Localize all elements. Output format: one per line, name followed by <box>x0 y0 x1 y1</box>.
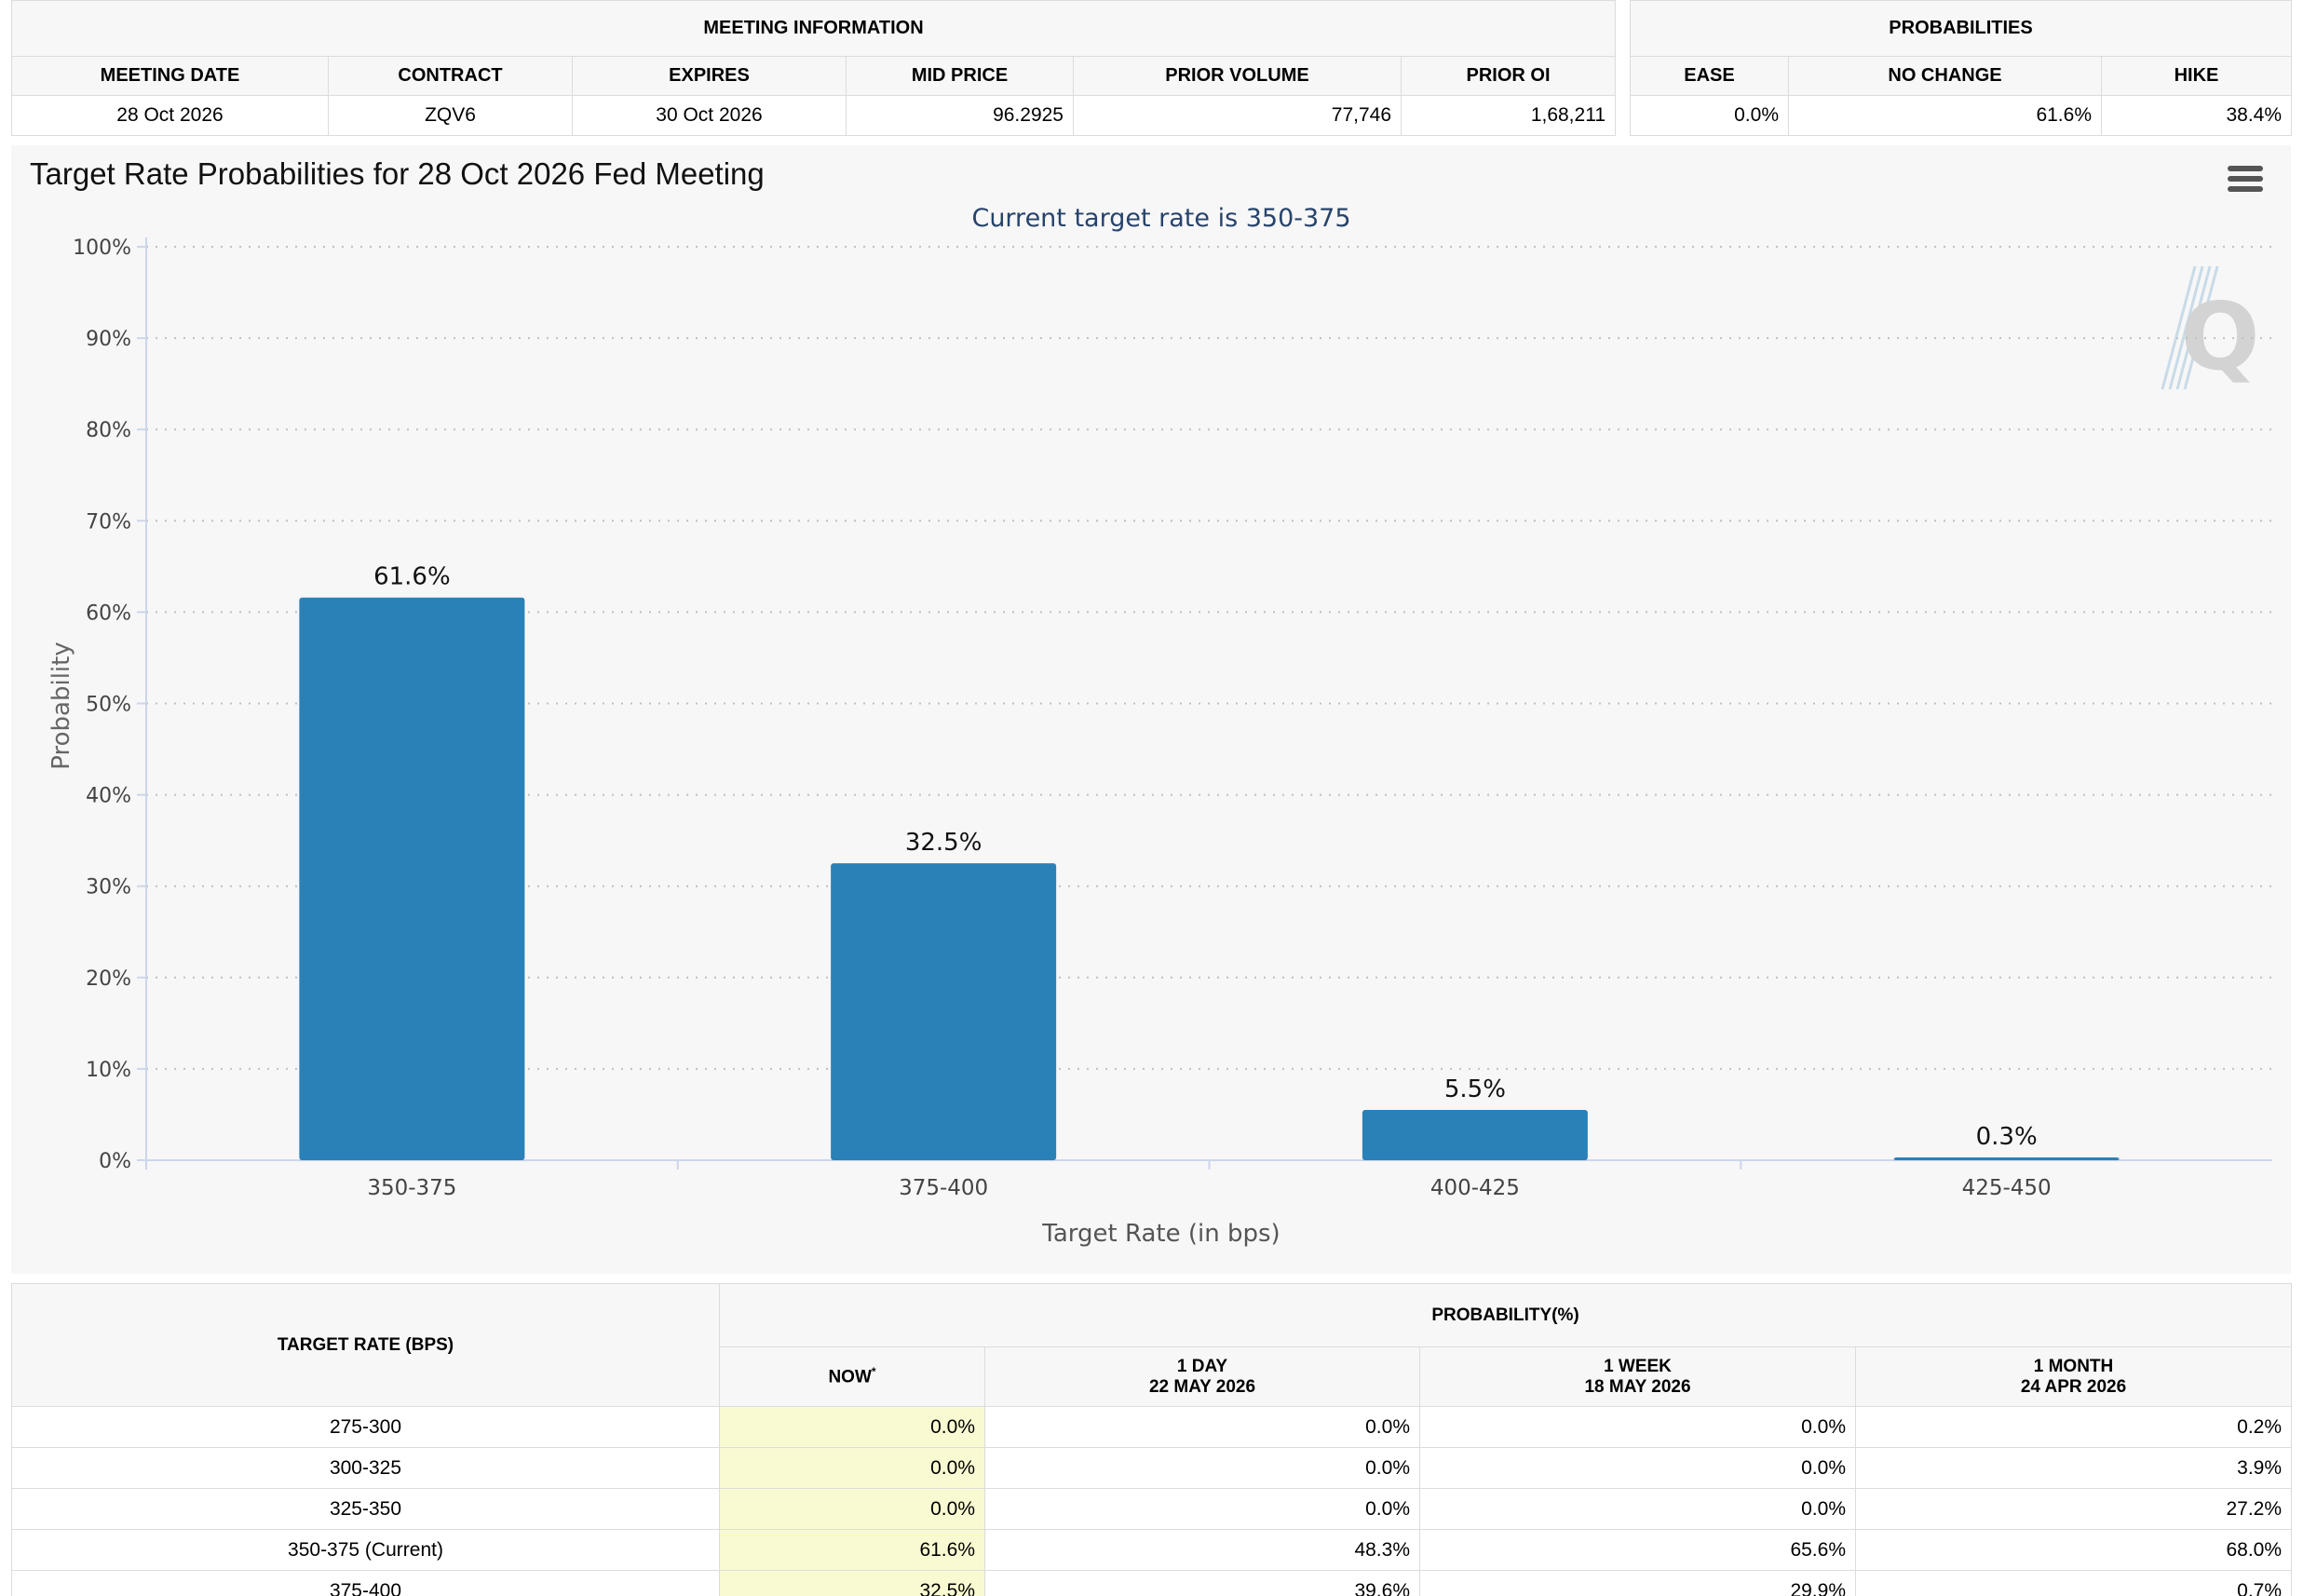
probability-cell: 0.0% <box>719 1488 985 1530</box>
hike-value: 38.4% <box>2100 95 2293 136</box>
probability-header: PROBABILITY(%) <box>718 1283 2293 1347</box>
probability-cell: 39.6% <box>984 1570 1420 1596</box>
probability-cell: 0.7% <box>1854 1570 2293 1596</box>
hike-header: HIKE <box>2100 56 2293 96</box>
table-row: 350-375 (Current) 61.6% 48.3% 65.6% 68.0% <box>11 1529 2293 1571</box>
target-rate-chart: Q 0% 10% 20% 30% 40% 50% 60% 70% 80% 90% 100% 61.6… <box>47 204 2272 1248</box>
col-header-1-month: 1 MONTH 24 APR 2026 <box>1854 1346 2293 1407</box>
prior-oi-value: 1,68,211 <box>1401 95 1616 136</box>
bar-data-label: 32.5% <box>905 829 982 857</box>
no-change-header: NO CHANGE <box>1788 56 2102 96</box>
probability-cell: 0.0% <box>1419 1406 1856 1448</box>
probability-cell: 0.0% <box>984 1447 1420 1489</box>
target-rate-probability-table: TARGET RATE (BPS) PROBABILITY(%) NOW* 1 … <box>11 1283 2293 1596</box>
col-header-1-week: 1 WEEK 18 MAY 2026 <box>1419 1346 1856 1407</box>
ease-header: EASE <box>1630 56 1789 96</box>
meeting-date-header: MEETING DATE <box>11 56 329 96</box>
col-header-1-day: 1 DAY 22 MAY 2026 <box>984 1346 1420 1407</box>
probability-cell: 0.0% <box>984 1406 1420 1448</box>
probability-cell: 0.0% <box>1419 1488 1856 1530</box>
target-rate-header: TARGET RATE (BPS) <box>11 1283 720 1407</box>
mid-price-value: 96.2925 <box>846 95 1074 136</box>
y-axis-title: Probability <box>47 642 75 769</box>
probability-cell: 0.0% <box>984 1488 1420 1530</box>
chart-subtitle: Current target rate is 350-375 <box>971 204 1350 233</box>
prior-oi-header: PRIOR OI <box>1401 56 1616 96</box>
table-row: 300-325 0.0% 0.0% 0.0% 3.9% <box>11 1447 2293 1489</box>
probability-cell: 0.0% <box>719 1447 985 1489</box>
no-change-value: 61.6% <box>1788 95 2102 136</box>
bar-425-450[interactable] <box>1893 1157 2120 1160</box>
bar-375-400[interactable] <box>831 863 1057 1160</box>
x-tick-label: 375-400 <box>899 1176 988 1200</box>
meeting-information-table: MEETING INFORMATION MEETING DATE CONTRAC… <box>11 0 1616 136</box>
table-row: 275-300 0.0% 0.0% 0.0% 0.2% <box>11 1406 2293 1448</box>
probability-cell: 0.2% <box>1854 1406 2293 1448</box>
probability-cell: 48.3% <box>984 1529 1420 1571</box>
target-rate-cell: 275-300 <box>11 1406 720 1448</box>
y-tick-label: 0% <box>99 1150 131 1173</box>
probabilities-table: PROBABILITIES EASE NO CHANGE HIKE 0.0% 6… <box>1629 0 2293 136</box>
probability-cell: 0.0% <box>1419 1447 1856 1489</box>
probabilities-title: PROBABILITIES <box>1629 0 2293 57</box>
bar-400-425[interactable] <box>1362 1110 1588 1160</box>
chart-title: Target Rate Probabilities for 28 Oct 202… <box>30 156 765 191</box>
y-tick-label: 10% <box>86 1059 131 1082</box>
y-tick-label: 60% <box>86 602 131 625</box>
prior-volume-header: PRIOR VOLUME <box>1073 56 1402 96</box>
y-tick-label: 90% <box>86 328 131 351</box>
expires-value: 30 Oct 2026 <box>572 95 847 136</box>
target-rate-cell: 325-350 <box>11 1488 720 1530</box>
col-header-now: NOW* <box>719 1346 985 1407</box>
y-tick-label: 80% <box>86 419 131 442</box>
watermark-logo: Q <box>2161 265 2260 391</box>
chart-panel: Q 0% 10% 20% 30% 40% 50% 60% 70% 80% 90% 100% 61.6… <box>11 145 2291 1274</box>
mid-price-header: MID PRICE <box>846 56 1074 96</box>
hamburger-menu-icon[interactable] <box>2228 166 2263 196</box>
probability-cell: 61.6% <box>719 1529 985 1571</box>
probability-cell: 65.6% <box>1419 1529 1856 1571</box>
bar-data-label: 5.5% <box>1444 1075 1506 1103</box>
target-rate-cell: 375-400 <box>11 1570 720 1596</box>
target-rate-cell: 350-375 (Current) <box>11 1529 720 1571</box>
contract-value: ZQV6 <box>328 95 573 136</box>
y-tick-label: 40% <box>86 785 131 808</box>
bar-data-label: 61.6% <box>373 563 451 591</box>
y-tick-label: 70% <box>86 510 131 534</box>
bar-350-375[interactable] <box>299 597 525 1160</box>
probability-cell: 68.0% <box>1854 1529 2293 1571</box>
probability-cell: 29.9% <box>1419 1570 1856 1596</box>
meeting-date-value: 28 Oct 2026 <box>11 95 329 136</box>
x-axis-title: Target Rate (in bps) <box>1041 1220 1280 1248</box>
probability-cell: 3.9% <box>1854 1447 2293 1489</box>
x-tick-label: 425-450 <box>1962 1176 2052 1200</box>
y-tick-label: 100% <box>73 237 131 260</box>
ease-value: 0.0% <box>1630 95 1789 136</box>
contract-header: CONTRACT <box>328 56 573 96</box>
bar-data-label: 0.3% <box>1976 1123 2038 1151</box>
x-tick-label: 350-375 <box>367 1176 456 1200</box>
expires-header: EXPIRES <box>572 56 847 96</box>
y-tick-label: 30% <box>86 876 131 899</box>
y-tick-label: 50% <box>86 694 131 717</box>
probability-cell: 32.5% <box>719 1570 985 1596</box>
meeting-information-title: MEETING INFORMATION <box>11 0 1616 57</box>
target-rate-cell: 300-325 <box>11 1447 720 1489</box>
watermark-letter: Q <box>2180 282 2259 391</box>
probability-cell: 27.2% <box>1854 1488 2293 1530</box>
x-tick-label: 400-425 <box>1430 1176 1520 1200</box>
table-row: 375-400 32.5% 39.6% 29.9% 0.7% <box>11 1570 2293 1596</box>
y-tick-label: 20% <box>86 967 131 991</box>
table-row: 325-350 0.0% 0.0% 0.0% 27.2% <box>11 1488 2293 1530</box>
prior-volume-value: 77,746 <box>1073 95 1402 136</box>
probability-cell: 0.0% <box>719 1406 985 1448</box>
